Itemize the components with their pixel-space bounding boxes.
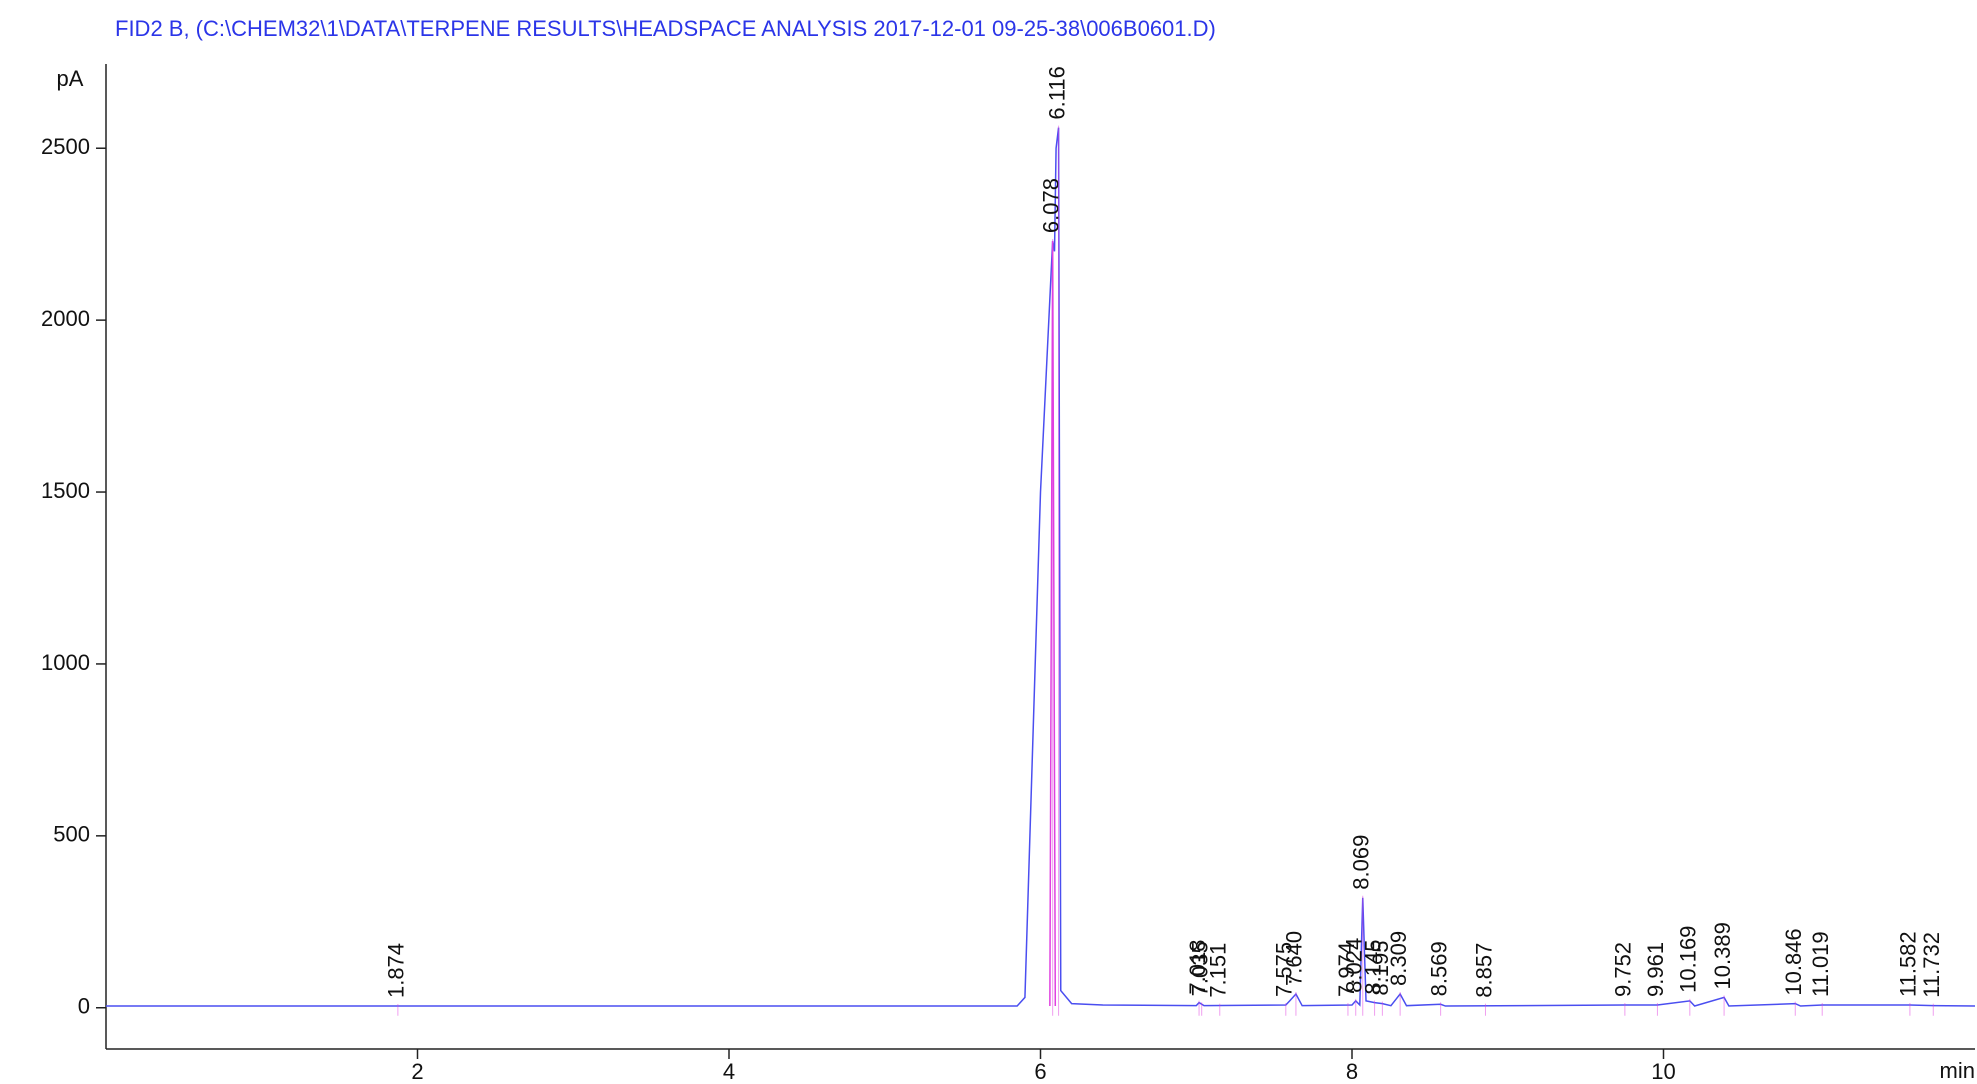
y-tick-label: 2500 (41, 134, 90, 159)
peak-label: 9.752 (1611, 942, 1636, 997)
peak-label: 8.857 (1471, 943, 1496, 998)
x-tick-label: 6 (1034, 1059, 1046, 1084)
y-tick-label: 2000 (41, 306, 90, 331)
chart-title: FID2 B, (C:\CHEM32\1\DATA\TERPENE RESULT… (115, 16, 1216, 41)
peak-label: 10.169 (1676, 926, 1701, 993)
peak-label: 10.846 (1781, 928, 1806, 995)
peak-label: 8.069 (1349, 835, 1374, 890)
peak-label: 6.116 (1044, 66, 1069, 119)
y-tick-label: 500 (53, 822, 90, 847)
peak-label: 1.874 (384, 943, 409, 998)
trace (106, 127, 1976, 1007)
peak-label: 11.582 (1896, 931, 1921, 997)
x-tick-label: 2 (411, 1059, 423, 1084)
x-tick-label: 8 (1346, 1059, 1358, 1084)
peak-label: 10.389 (1710, 922, 1735, 989)
y-axis-label: pA (57, 66, 84, 91)
y-tick-label: 0 (78, 994, 90, 1019)
peak-label: 8.309 (1386, 931, 1411, 986)
peak-label: 7.151 (1206, 943, 1231, 998)
peak-label: 9.961 (1643, 942, 1668, 997)
x-axis-label: min (1940, 1058, 1975, 1083)
x-tick-label: 10 (1651, 1059, 1675, 1084)
peak-label: 7.018 (1185, 940, 1210, 995)
y-tick-label: 1000 (41, 650, 90, 675)
peak-label: 7.035 (1188, 941, 1213, 996)
peak-label: 7.640 (1282, 931, 1307, 986)
peak-label: 7.575 (1272, 942, 1297, 997)
peak-label: 7.974 (1334, 942, 1359, 997)
peak-label: 8.145 (1360, 940, 1385, 995)
peak-label: 6.078 (1038, 178, 1063, 233)
peak-label: 8.569 (1426, 941, 1451, 996)
peak-label: 8.195 (1368, 941, 1393, 996)
y-tick-label: 1500 (41, 478, 90, 503)
peak-label: 11.019 (1808, 931, 1833, 997)
peak-label: 11.732 (1919, 932, 1944, 998)
x-tick-label: 4 (723, 1059, 735, 1084)
